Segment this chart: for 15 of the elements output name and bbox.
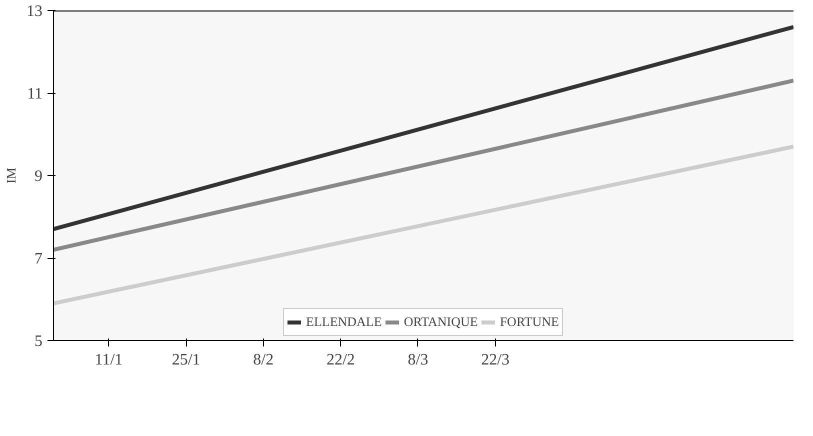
y-tick-label: 7 — [34, 250, 42, 268]
legend-label: ELLENDALE — [306, 314, 382, 330]
x-tick-label: 11/1 — [94, 352, 123, 368]
x-tick-label: 8/3 — [408, 352, 428, 368]
y-tick-label: 11 — [27, 86, 42, 102]
y-tick-label: 5 — [34, 333, 42, 350]
x-tick-label: 22/2 — [326, 352, 355, 368]
x-tick-label: 8/2 — [253, 352, 274, 368]
legend-label: ORTANIQUE — [404, 314, 478, 330]
x-tick-label: 22/3 — [481, 352, 510, 368]
y-axis-title: IM — [4, 167, 18, 184]
legend-label: FORTUNE — [500, 314, 559, 330]
y-tick-label: 9 — [34, 168, 42, 185]
y-tick-label: 13 — [26, 3, 42, 20]
x-tick-label: 25/1 — [172, 352, 200, 368]
